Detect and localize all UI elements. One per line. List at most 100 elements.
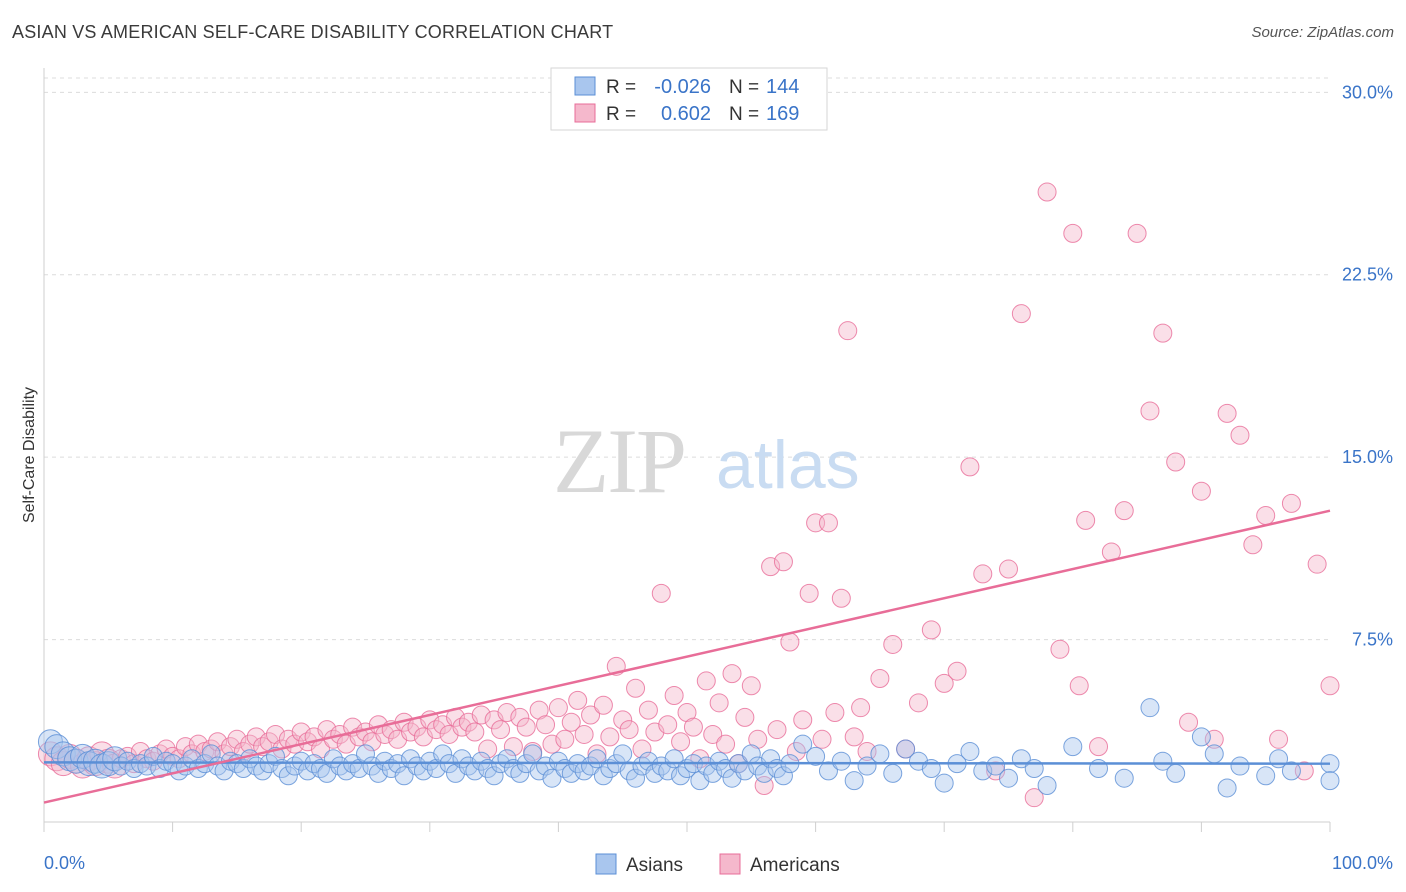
americans-point [246, 727, 266, 747]
asians-point [471, 751, 491, 771]
americans-point [908, 693, 928, 713]
americans-point [651, 583, 671, 603]
americans-point [735, 707, 755, 727]
americans-point [1153, 323, 1173, 343]
asians-point [484, 766, 504, 786]
asians-point [1320, 771, 1340, 791]
y-tick-label: 30.0% [1342, 82, 1393, 102]
americans-point [831, 588, 851, 608]
americans-point [1230, 425, 1250, 445]
legend-top: R = -0.026 N = 144 R = 0.602 N = 169 [550, 67, 828, 131]
americans-point [709, 693, 729, 713]
americans-point [619, 720, 639, 740]
americans-point [291, 722, 311, 742]
legend-r-value-americans: 0.602 [661, 103, 711, 125]
legend-n-value-americans: 169 [766, 103, 799, 125]
americans-point [844, 727, 864, 747]
americans-point [1037, 182, 1057, 202]
americans-point [799, 583, 819, 603]
asians-point [696, 756, 716, 776]
americans-point [1063, 223, 1083, 243]
y-tick-labels: 7.5% 15.0% 22.5% 30.0% [1342, 82, 1393, 649]
legend-bottom-label-asians: Asians [626, 855, 683, 876]
asians-point [143, 746, 163, 766]
americans-point [793, 710, 813, 730]
asians-point [1166, 763, 1186, 783]
asians-point [709, 751, 729, 771]
americans-point [683, 717, 703, 737]
legend-bottom-swatch-asians [595, 853, 617, 875]
americans-point [503, 737, 523, 757]
americans-point [497, 703, 517, 723]
asians-point [1204, 744, 1224, 764]
asians-point [278, 766, 298, 786]
americans-point [1269, 729, 1289, 749]
americans-point [1166, 452, 1186, 472]
americans-point [561, 712, 581, 732]
americans-point [716, 734, 736, 754]
series-asians [37, 698, 1340, 798]
americans-point [773, 552, 793, 572]
americans-point [1011, 304, 1031, 324]
americans-point [921, 620, 941, 640]
americans-point [851, 698, 871, 718]
legend-bottom-label-americans: Americans [750, 855, 840, 876]
asians-point [1217, 778, 1237, 798]
americans-point [536, 715, 556, 735]
asians-point [310, 758, 330, 778]
americans-point [626, 678, 646, 698]
legend-r-label-americans: R = [606, 104, 636, 125]
y-tick-label: 15.0% [1342, 447, 1393, 467]
source-label: Source: ZipAtlas.com [1251, 24, 1394, 41]
trend-line-asians [43, 761, 1331, 765]
americans-point [1069, 676, 1089, 696]
legend-bottom: Asians Americans [595, 853, 840, 876]
asians-point [1063, 737, 1083, 757]
americans-point [883, 634, 903, 654]
americans-point [555, 729, 575, 749]
americans-point [478, 739, 498, 759]
asians-point [1114, 768, 1134, 788]
asians-point [703, 763, 723, 783]
americans-point [452, 717, 472, 737]
americans-point [613, 710, 633, 730]
asians-point [394, 766, 414, 786]
americans-point [516, 717, 536, 737]
asians-point [542, 768, 562, 788]
legend-n-value-asians: 144 [766, 76, 799, 98]
trend-lines [43, 509, 1331, 804]
americans-point [838, 321, 858, 341]
asians-point [960, 741, 980, 761]
americans-point [1307, 554, 1327, 574]
americans-point [208, 732, 228, 752]
watermark-zip: ZIP [553, 410, 685, 512]
americans-point [227, 729, 247, 749]
asians-point [1230, 756, 1250, 776]
americans-point [812, 729, 832, 749]
asians-point [613, 744, 633, 764]
asians-point [1191, 727, 1211, 747]
legend-n-label-asians: N = [729, 77, 759, 98]
asians-point [831, 751, 851, 771]
americans-point [761, 557, 781, 577]
asians-point [1281, 761, 1301, 781]
americans-point [1114, 501, 1134, 521]
americans-point [471, 705, 491, 725]
asians-point [548, 751, 568, 771]
americans-point [1127, 223, 1147, 243]
asians-point [626, 768, 646, 788]
watermark-atlas: atlas [716, 427, 860, 503]
americans-point [220, 737, 240, 757]
americans-point [696, 671, 716, 691]
asians-point [1256, 766, 1276, 786]
asians-point [368, 763, 388, 783]
x-tick-label-min: 0.0% [44, 853, 85, 873]
americans-point [510, 707, 530, 727]
americans-point [1024, 788, 1044, 808]
americans-point [1243, 535, 1263, 555]
americans-point [664, 686, 684, 706]
asians-point [857, 756, 877, 776]
asians-point [973, 761, 993, 781]
americans-point [581, 705, 601, 725]
